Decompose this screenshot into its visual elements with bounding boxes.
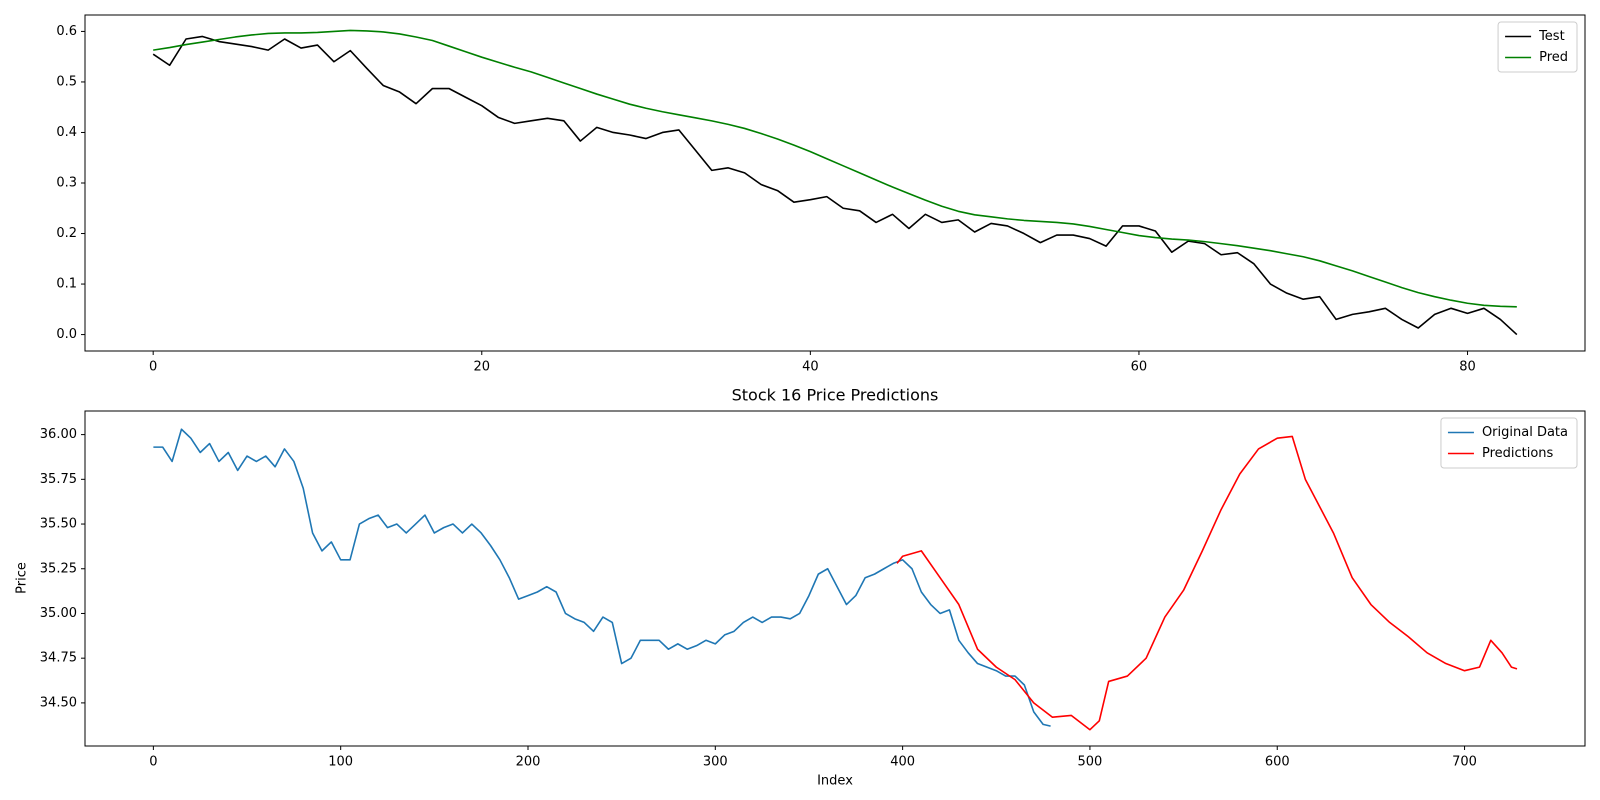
y-tick-label: 35.25 [40, 561, 77, 576]
data-line [153, 428, 1051, 727]
y-tick-label: 35.00 [40, 606, 77, 621]
y-tick-label: 0.5 [56, 74, 77, 89]
legend: Original Data Predictions [1440, 417, 1578, 469]
x-tick-label: 40 [802, 360, 819, 375]
legend: Test Pred [1497, 21, 1578, 73]
x-tick-label: 0 [149, 755, 157, 770]
data-line [152, 35, 1518, 336]
y-tick-label: 35.50 [40, 517, 77, 532]
x-tick-label: 20 [473, 360, 490, 375]
plot-area [152, 29, 1518, 336]
y-tick-label: 36.00 [40, 427, 77, 442]
x-tick-label: 80 [1459, 360, 1476, 375]
x-tick-label: 300 [703, 755, 728, 770]
x-tick-label: 600 [1265, 755, 1290, 770]
y-tick-label: 0.0 [56, 327, 77, 342]
y-tick-label: 0.2 [56, 226, 77, 241]
y-tick-label: 0.1 [56, 277, 77, 292]
axes-frame [84, 14, 1586, 352]
y-tick-label: 34.50 [40, 695, 77, 710]
y-axis-label: Price [15, 562, 30, 594]
legend-label: Test [1538, 29, 1565, 44]
y-tick-label: 0.6 [56, 24, 77, 39]
y-tick-label: 0.4 [56, 125, 77, 140]
x-tick-label: 100 [328, 755, 353, 770]
y-tick-label: 0.3 [56, 176, 77, 191]
x-axis-label: Index [817, 774, 853, 789]
legend-box [1497, 21, 1578, 73]
x-tick-label: 700 [1452, 755, 1477, 770]
x-tick-label: 60 [1131, 360, 1148, 375]
x-tick-label: 0 [149, 360, 157, 375]
y-tick-label: 35.75 [40, 472, 77, 487]
legend-box [1440, 417, 1578, 469]
legend-label: Original Data [1482, 425, 1568, 440]
y-tick-label: 34.75 [40, 651, 77, 666]
x-tick-label: 200 [516, 755, 541, 770]
data-line [896, 435, 1518, 731]
axes-frame [84, 410, 1586, 747]
x-tick-label: 400 [890, 755, 915, 770]
x-tick-label: 500 [1078, 755, 1103, 770]
chart-title: Stock 16 Price Predictions [732, 386, 939, 405]
data-line [153, 29, 1517, 308]
legend-label: Pred [1539, 50, 1568, 65]
legend-label: Predictions [1482, 446, 1554, 461]
plot-area [153, 428, 1518, 731]
